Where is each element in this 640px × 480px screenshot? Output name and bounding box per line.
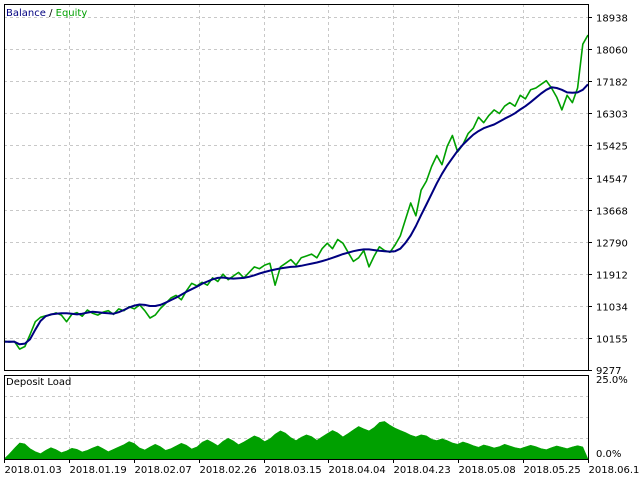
y-tick-label: 10155	[596, 335, 628, 346]
x-axis: 2018.01.03 2018.01.19 2018.02.07 2018.02.26…	[4, 459, 640, 476]
legend-balance-label: Balance	[6, 8, 46, 19]
y-tick-label: 14547	[596, 175, 628, 186]
y-tick-label: 11034	[596, 303, 628, 314]
deposit-load-y-axis: 25.0% 0.0%	[596, 375, 628, 460]
y-tick-label: 0.0%	[596, 449, 621, 460]
y-tick-label: 18060	[596, 46, 628, 57]
series-layer	[3, 34, 589, 460]
deposit-load-panel-grid	[4, 375, 588, 459]
y-tick-label: 15425	[596, 142, 628, 153]
x-tick-label: 2018.02.07	[135, 465, 192, 476]
legend-separator: /	[46, 8, 56, 19]
y-tick-label: 25.0%	[596, 375, 628, 386]
x-tick-label: 2018.06.13	[589, 465, 640, 476]
x-tick-label: 2018.02.26	[200, 465, 257, 476]
y-tick-label: 11912	[596, 271, 628, 282]
legend: Balance / Equity	[6, 8, 87, 19]
balance-series-line	[3, 83, 589, 346]
equity-series-line	[3, 34, 589, 350]
x-tick-label: 2018.05.25	[524, 465, 581, 476]
x-tick-label: 2018.01.19	[70, 465, 127, 476]
x-tick-label: 2018.04.23	[394, 465, 451, 476]
y-tick-label: 18938	[596, 14, 628, 25]
legend-equity-label: Equity	[56, 8, 88, 19]
main-panel-frame	[4, 4, 589, 371]
panel-frames	[4, 4, 589, 460]
y-tick-label: 9277	[596, 366, 621, 377]
main-panel-grid	[4, 4, 588, 370]
deposit-load-panel-frame	[4, 375, 589, 460]
deposit-load-area	[3, 421, 589, 460]
x-tick-label: 2018.05.08	[459, 465, 516, 476]
y-tick-label: 13668	[596, 207, 628, 218]
x-tick-label: 2018.01.03	[5, 465, 62, 476]
y-tick-label: 16303	[596, 110, 628, 121]
y-tick-label: 12790	[596, 239, 628, 250]
x-tick-label: 2018.03.15	[265, 465, 322, 476]
y-tick-label: 17182	[596, 78, 628, 89]
x-tick-label: 2018.04.04	[329, 465, 386, 476]
deposit-load-title: Deposit Load	[6, 377, 71, 388]
main-panel-y-axis: 9277 10155 11034 11912 12790 13668 14547 15425 1…	[588, 14, 628, 377]
